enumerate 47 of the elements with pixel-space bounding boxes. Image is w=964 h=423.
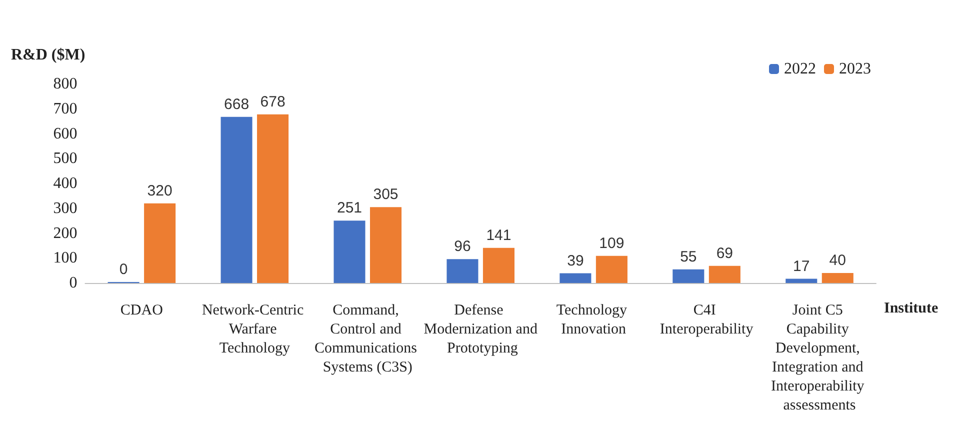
data-label: 109: [599, 234, 624, 252]
x-tick-label: Joint C5 Capability Development, Integration and Interoperability assessments: [770, 302, 868, 414]
y-tick-label: 600: [53, 125, 78, 142]
x-tick-label: Network-Centric Warfare Technology: [202, 302, 308, 356]
legend-label: 2023: [839, 60, 871, 78]
y-axis-title: R&D ($M): [10, 46, 86, 64]
bar: [446, 259, 478, 283]
bar: [822, 273, 854, 283]
data-label: 251: [336, 200, 362, 217]
data-label: 678: [260, 93, 286, 110]
bar: [672, 269, 704, 283]
x-tick-label: Defense Modernization and Prototyping: [424, 302, 538, 356]
data-label: 0: [119, 261, 128, 278]
y-tick-label: 200: [53, 224, 78, 242]
y-tick-label: 300: [53, 200, 78, 217]
y-tick-label: 700: [53, 100, 78, 118]
legend-label: 2022: [784, 60, 816, 78]
bar: [334, 220, 366, 283]
x-tick-label: C4I Interoperability: [660, 302, 754, 338]
data-label: 141: [486, 226, 512, 244]
x-axis-title: Institute: [884, 300, 939, 316]
bar: [708, 266, 740, 283]
bar: [482, 248, 514, 283]
bar: [370, 207, 402, 283]
data-label: 40: [829, 252, 846, 270]
data-label: 305: [373, 186, 398, 204]
y-tick-label: 100: [53, 250, 78, 267]
data-label: 96: [454, 238, 471, 256]
y-tick-label: 800: [53, 76, 78, 92]
y-tick-label: 400: [53, 175, 78, 192]
x-tick-label: CDAO: [120, 302, 164, 318]
y-tick-label: 0: [69, 274, 78, 292]
bar: [786, 278, 818, 283]
data-label: 320: [147, 182, 172, 200]
x-tick-label: Technology Innovation: [556, 302, 631, 338]
bar: [144, 203, 176, 283]
bar: [596, 256, 628, 283]
x-tick-label: Command, Control and Communications Systems (C3S): [314, 302, 421, 376]
data-label: 668: [224, 96, 250, 113]
data-label: 39: [567, 252, 584, 270]
bar: [257, 114, 289, 283]
y-tick-label: 500: [53, 150, 78, 168]
data-label: 69: [716, 244, 734, 262]
bar: [560, 273, 592, 283]
data-label: 17: [793, 258, 810, 275]
bar: [220, 116, 252, 283]
data-label: 55: [680, 248, 697, 266]
